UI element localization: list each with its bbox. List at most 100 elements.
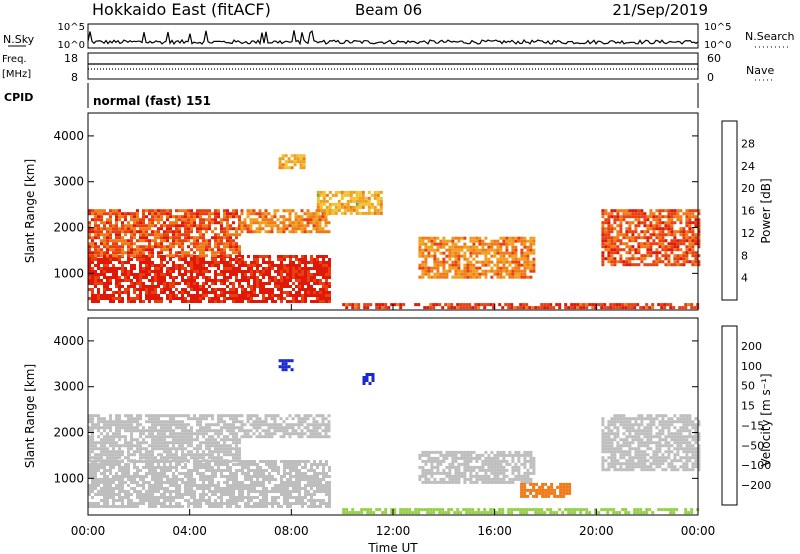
heatmap-cell — [136, 245, 139, 249]
heatmap-cell — [175, 426, 178, 430]
heatmap-cell — [256, 300, 259, 303]
heatmap-cell — [97, 502, 100, 505]
heatmap-cell — [604, 239, 608, 243]
heatmap-cell — [112, 276, 115, 279]
heatmap-cell — [292, 484, 295, 487]
heatmap-cell — [697, 227, 701, 231]
heatmap-cell — [528, 306, 532, 310]
heatmap-cell — [472, 263, 476, 267]
heatmap-cell — [130, 218, 133, 222]
heatmap-cell — [184, 218, 187, 222]
heatmap-cell — [115, 426, 118, 430]
heatmap-cell — [181, 435, 184, 439]
heatmap-cell — [172, 447, 175, 451]
heatmap-cell — [256, 276, 259, 279]
heatmap-cell — [265, 469, 268, 472]
heatmap-cell — [211, 282, 214, 285]
heatmap-cell — [178, 215, 181, 219]
heatmap-cell — [238, 487, 241, 490]
heatmap-cell — [118, 294, 121, 297]
heatmap-cell — [450, 306, 454, 310]
heatmap-cell — [288, 215, 292, 219]
heatmap-cell — [301, 499, 304, 502]
heatmap-cell — [325, 199, 329, 203]
heatmap-cell — [315, 426, 319, 430]
heatmap-cell — [421, 480, 425, 484]
heatmap-cell — [310, 261, 313, 264]
heatmap-cell — [312, 224, 316, 228]
heatmap-cell — [103, 288, 106, 291]
heatmap-cell — [214, 218, 217, 222]
heatmap-cell — [316, 264, 319, 267]
heatmap-cell — [451, 456, 455, 460]
heatmap-cell — [202, 484, 205, 487]
heatmap-cell — [265, 487, 268, 490]
heatmap-cell — [166, 429, 169, 433]
heatmap-cell — [451, 239, 455, 243]
heatmap-cell — [220, 438, 223, 442]
heatmap-cell — [619, 218, 623, 222]
heatmap-cell — [166, 297, 169, 300]
heatmap-cell — [91, 450, 94, 454]
heatmap-cell — [91, 475, 94, 478]
heatmap-cell — [130, 258, 133, 261]
heatmap-cell — [313, 294, 316, 297]
heatmap-cell — [229, 423, 232, 427]
heatmap-cell — [454, 477, 458, 481]
heatmap-cell — [264, 417, 268, 421]
heatmap-cell — [502, 266, 506, 270]
heatmap-cell — [321, 414, 325, 418]
heatmap-cell — [475, 474, 479, 478]
heatmap-cell — [648, 306, 652, 310]
heatmap-cell — [466, 248, 470, 252]
heatmap-cell — [115, 453, 118, 457]
heatmap-cell — [220, 221, 223, 225]
heatmap-cell — [109, 209, 112, 213]
heatmap-cell — [379, 196, 383, 200]
heatmap-cell — [145, 273, 148, 276]
heatmap-cell — [649, 245, 653, 249]
heatmap-cell — [280, 297, 283, 300]
heatmap-cell — [100, 426, 103, 430]
heatmap-cell — [256, 496, 259, 499]
heatmap-cell — [211, 441, 214, 445]
heatmap-cell — [241, 294, 244, 297]
heatmap-cell — [469, 465, 473, 469]
heatmap-cell — [475, 275, 479, 279]
heatmap-cell — [160, 469, 163, 472]
heatmap-cell — [310, 276, 313, 279]
heatmap-cell — [309, 218, 313, 222]
heatmap-cell — [636, 303, 640, 307]
heatmap-cell — [172, 456, 175, 460]
heatmap-cell — [202, 487, 205, 490]
heatmap-cell — [279, 429, 283, 433]
heatmap-cell — [139, 276, 142, 279]
heatmap-cell — [439, 477, 443, 481]
heatmap-cell — [291, 423, 295, 427]
heatmap-cell — [196, 505, 199, 508]
heatmap-cell — [477, 306, 481, 310]
heatmap-cell — [214, 475, 217, 478]
heatmap-cell — [264, 435, 268, 439]
heatmap-cell — [202, 493, 205, 496]
heatmap-cell — [193, 456, 196, 460]
heatmap-cell — [226, 233, 229, 237]
heatmap-cell — [466, 456, 470, 460]
heatmap-cell — [558, 303, 562, 307]
heatmap-cell — [594, 303, 598, 307]
heatmap-cell — [645, 303, 649, 307]
heatmap-cell — [223, 276, 226, 279]
heatmap-cell — [121, 496, 124, 499]
heatmap-cell — [334, 205, 338, 209]
heatmap-cell — [229, 297, 232, 300]
heatmap-cell — [121, 215, 124, 219]
heatmap-cell — [367, 208, 371, 212]
heatmap-cell — [106, 499, 109, 502]
heatmap-cell — [268, 475, 271, 478]
heatmap-cell — [187, 502, 190, 505]
heatmap-cell — [283, 258, 286, 261]
heatmap-cell — [325, 282, 328, 285]
heatmap-cell — [258, 209, 262, 213]
heatmap-cell — [511, 260, 515, 264]
